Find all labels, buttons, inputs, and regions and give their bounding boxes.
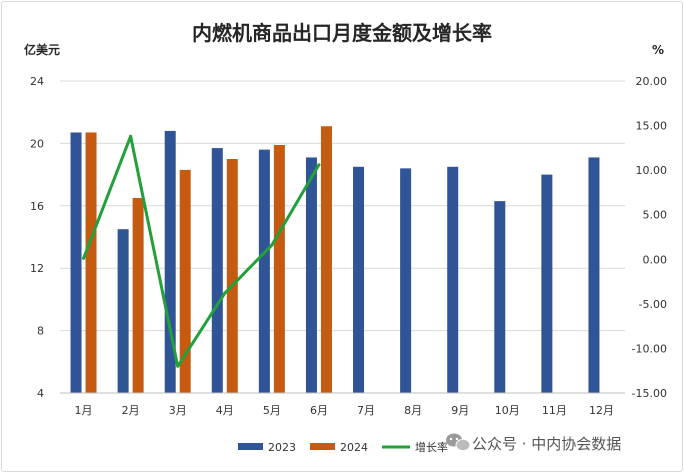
right-tick-label: -5.00 <box>639 298 667 311</box>
legend-label: 2024 <box>340 441 368 454</box>
x-tick-label: 2月 <box>122 404 140 417</box>
x-tick-label: 10月 <box>495 404 520 417</box>
legend-label: 2023 <box>268 441 296 454</box>
bar-2023-7月 <box>353 166 365 393</box>
bar-2024-1月 <box>85 132 97 394</box>
left-tick-label: 8 <box>37 325 44 338</box>
x-tick-label: 9月 <box>451 404 469 417</box>
bar-2023-10月 <box>494 201 506 393</box>
watermark: 公众号 · 中内协会数据 <box>446 433 621 453</box>
bar-2024-3月 <box>179 169 191 393</box>
left-tick-label: 12 <box>30 262 44 275</box>
bar-2024-5月 <box>273 144 285 393</box>
growth-rate-point <box>176 364 180 368</box>
left-tick-label: 20 <box>30 137 44 150</box>
x-tick-label: 5月 <box>263 404 281 417</box>
bar-2024-2月 <box>132 198 144 393</box>
bar-2023-11月 <box>541 174 553 393</box>
x-tick-label: 7月 <box>357 404 375 417</box>
bar-2023-8月 <box>400 168 412 393</box>
growth-rate-point <box>317 163 321 167</box>
right-tick-label: 5.00 <box>643 209 668 222</box>
right-tick-label: 10.00 <box>636 164 668 177</box>
right-tick-label: 0.00 <box>643 253 668 266</box>
legend-swatch-2023 <box>238 443 263 450</box>
left-tick-label: 4 <box>37 387 44 400</box>
left-tick-label: 16 <box>30 200 44 213</box>
bar-2023-6月 <box>305 157 317 393</box>
growth-rate-line <box>82 134 321 368</box>
right-tick-label: -10.00 <box>632 342 667 355</box>
x-tick-label: 8月 <box>404 404 422 417</box>
x-tick-label: 3月 <box>169 404 187 417</box>
growth-rate-point <box>82 256 86 260</box>
growth-rate-point <box>270 243 274 247</box>
bar-2023-3月 <box>164 130 176 394</box>
right-tick-label: 20.00 <box>636 75 668 88</box>
right-tick-label: 15.00 <box>636 120 668 133</box>
x-tick-label: 11月 <box>542 404 567 417</box>
legend-swatch-2024 <box>310 443 335 450</box>
x-tick-label: 12月 <box>589 404 614 417</box>
bar-2023-9月 <box>447 166 459 393</box>
left-tick-label: 24 <box>30 75 44 88</box>
chart-title: 内燃机商品出口月度金额及增长率 <box>192 21 492 45</box>
x-tick-label: 1月 <box>75 404 93 417</box>
bar-2023-12月 <box>588 157 600 393</box>
right-axis-unit: % <box>652 43 664 57</box>
right-tick-label: -15.00 <box>632 387 667 400</box>
left-axis-unit: 亿美元 <box>24 42 60 57</box>
growth-rate-point <box>223 291 227 295</box>
x-tick-label: 4月 <box>216 404 234 417</box>
bar-2024-4月 <box>226 159 238 393</box>
bar-2023-1月 <box>70 132 82 394</box>
bar-2023-2月 <box>117 229 129 393</box>
x-tick-label: 6月 <box>310 404 328 417</box>
legend-label: 增长率 <box>415 440 448 454</box>
bar-2023-5月 <box>258 149 270 393</box>
bar-2024-6月 <box>320 126 332 394</box>
growth-rate-point <box>129 134 133 138</box>
wechat-icon <box>446 433 471 452</box>
watermark-text: 公众号 · 中内协会数据 <box>472 435 621 453</box>
bar-2023-4月 <box>211 148 223 393</box>
